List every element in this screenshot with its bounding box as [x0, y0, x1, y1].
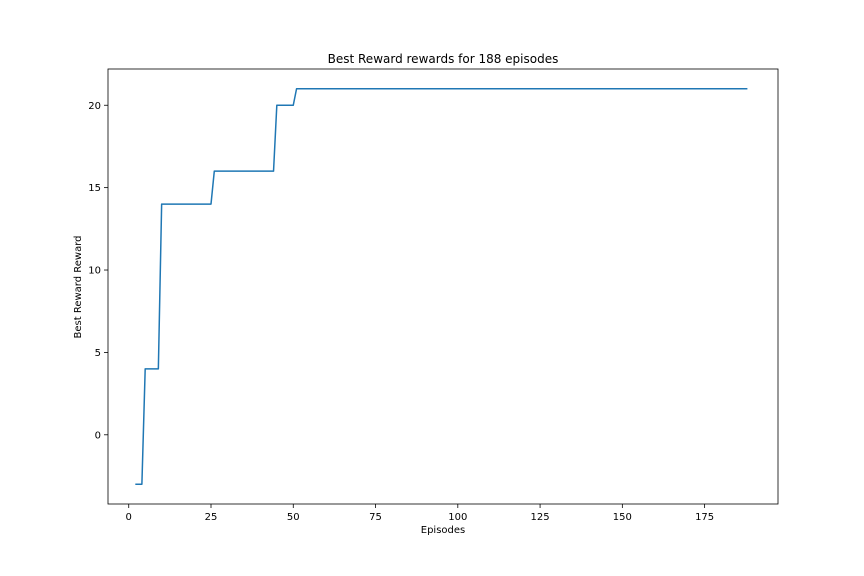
x-tick-label: 50	[287, 512, 300, 523]
y-tick-label: 0	[95, 430, 101, 441]
plot-area-frame	[107, 68, 779, 505]
x-tick-label: 75	[369, 512, 382, 523]
chart-title: Best Reward rewards for 188 episodes	[328, 52, 559, 66]
x-axis-label: Episodes	[421, 525, 465, 536]
y-tick-label: 10	[88, 266, 101, 277]
x-tick-label: 25	[205, 512, 218, 523]
x-tick-label: 150	[613, 512, 632, 523]
x-tick-label: 175	[695, 512, 714, 523]
x-tick-label: 0	[126, 512, 132, 523]
y-tick-label: 15	[88, 183, 101, 194]
x-tick-label: 125	[531, 512, 550, 523]
y-axis: 0 5 10 15 20	[88, 101, 108, 441]
x-tick-label: 100	[448, 512, 467, 523]
x-axis: 0 25 50 75 100 125 150 175	[126, 504, 714, 523]
y-tick-label: 20	[88, 101, 101, 112]
y-tick-label: 5	[95, 348, 101, 359]
y-axis-label: Best Reward Reward	[73, 236, 84, 339]
series-line	[135, 88, 748, 485]
series-layer	[135, 88, 748, 485]
